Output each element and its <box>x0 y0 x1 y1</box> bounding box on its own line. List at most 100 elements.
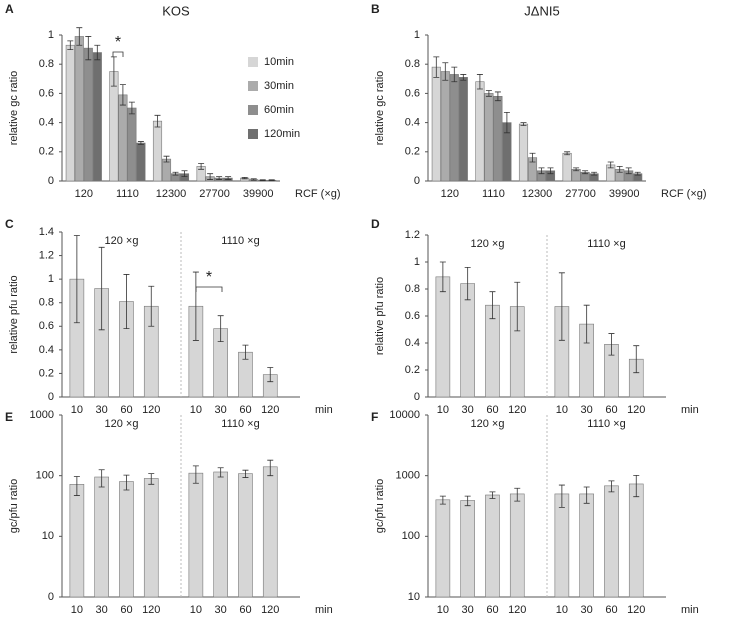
bar <box>628 483 644 598</box>
x-tick-label: 39900 <box>243 188 274 200</box>
y-axis-label: relative pfu ratio <box>374 277 386 355</box>
error-bar <box>564 151 571 156</box>
bar <box>69 484 85 598</box>
x-tick-label: 30 <box>96 404 108 416</box>
x-tick-label: 120 <box>142 404 160 416</box>
error-bar <box>268 179 275 182</box>
error-bar <box>583 486 590 504</box>
x-tick-label: 27700 <box>565 188 596 200</box>
error-bar <box>123 474 130 491</box>
error-bar <box>73 235 80 324</box>
y-tick-label: 0.8 <box>405 283 420 295</box>
error-bar <box>73 476 80 496</box>
bar <box>152 120 163 182</box>
bar <box>136 142 146 182</box>
x-tick-label: 60 <box>605 404 617 416</box>
bar <box>262 466 278 598</box>
error-bar <box>192 271 199 341</box>
bar <box>604 485 619 598</box>
y-tick-label: 0.6 <box>405 310 420 322</box>
error-bar <box>476 74 483 90</box>
x-tick-label: 120 <box>508 604 526 616</box>
x-axis-label: RCF (×g) <box>295 188 341 200</box>
x-tick-label: 12300 <box>156 188 187 200</box>
error-bar <box>573 167 580 172</box>
x-tick-label: 10 <box>71 604 83 616</box>
x-tick-label: 120 <box>261 404 279 416</box>
x-tick-label: 10 <box>556 604 568 616</box>
bar <box>109 71 119 182</box>
chart-title: KOS <box>162 3 190 18</box>
error-bar <box>503 111 510 134</box>
group-label: 120 ×g <box>105 235 139 247</box>
significance-bracket <box>195 286 223 292</box>
y-tick-label: 0.4 <box>405 337 420 349</box>
y-tick-label: 0.4 <box>405 117 420 129</box>
group-label: 1110 ×g <box>221 235 259 247</box>
y-tick-label: 0.4 <box>39 344 54 356</box>
x-tick-label: 30 <box>462 604 474 616</box>
error-bar <box>148 473 155 485</box>
error-bar <box>225 176 232 180</box>
error-bar <box>98 469 105 488</box>
y-tick-label: 0 <box>48 391 54 403</box>
significance-mark: * <box>115 34 121 51</box>
error-bar <box>163 155 170 163</box>
bar <box>509 493 525 598</box>
error-bar <box>558 484 565 508</box>
error-bar <box>433 56 440 78</box>
legend-label: 10min <box>264 56 294 68</box>
error-bar <box>529 152 536 163</box>
y-tick-label: 0 <box>48 591 54 603</box>
y-axis-label: relative pfu ratio <box>8 275 20 353</box>
x-tick-label: 120 <box>627 604 645 616</box>
error-bar <box>616 166 623 173</box>
x-tick-label: 120 <box>627 404 645 416</box>
error-bar <box>110 56 117 87</box>
x-tick-label: 10 <box>437 404 449 416</box>
error-bar <box>558 272 565 341</box>
bar <box>143 478 159 598</box>
panel-label: F <box>371 410 378 424</box>
x-tick-label: 60 <box>120 404 132 416</box>
error-bar <box>494 91 501 102</box>
x-tick-label: 10 <box>190 604 202 616</box>
error-bar <box>514 281 521 332</box>
y-axis-label: relative gc ratio <box>374 71 386 146</box>
error-bar <box>259 179 266 182</box>
error-bar <box>216 176 223 180</box>
x-tick-label: 10 <box>190 404 202 416</box>
error-bar <box>172 171 179 176</box>
y-tick-label: 0.8 <box>39 297 54 309</box>
x-tick-label: 10 <box>556 404 568 416</box>
bar <box>119 481 134 598</box>
error-bar <box>634 171 641 176</box>
panel-label: D <box>371 217 380 231</box>
error-bar <box>250 178 257 181</box>
x-tick-label: 30 <box>581 604 593 616</box>
y-tick-label: 10 <box>42 530 54 542</box>
x-axis-label: min <box>681 404 699 416</box>
error-bar <box>520 122 527 126</box>
y-axis-label: relative gc ratio <box>8 71 20 146</box>
error-bar <box>242 469 249 478</box>
error-bar <box>591 171 598 176</box>
y-tick-label: 0.6 <box>39 87 54 99</box>
error-bar <box>76 27 83 46</box>
error-bar <box>608 480 615 493</box>
chart-title: JΔNI5 <box>524 3 559 18</box>
y-tick-label: 0.4 <box>39 117 54 129</box>
bar <box>460 500 475 598</box>
error-bar <box>267 367 274 383</box>
error-bar <box>439 495 446 505</box>
bar <box>449 74 459 182</box>
y-tick-label: 0.2 <box>405 364 420 376</box>
y-tick-label: 0.2 <box>39 367 54 379</box>
bar <box>83 47 93 182</box>
x-tick-label: 60 <box>605 604 617 616</box>
significance-bracket <box>112 51 124 57</box>
x-tick-label: 39900 <box>609 188 640 200</box>
bar <box>484 93 494 182</box>
x-tick-label: 120 <box>261 604 279 616</box>
bar <box>435 276 451 398</box>
